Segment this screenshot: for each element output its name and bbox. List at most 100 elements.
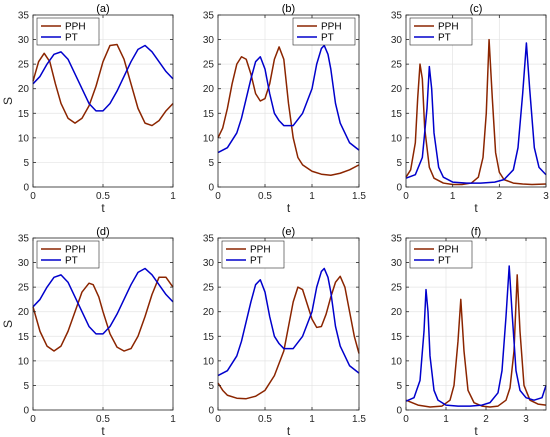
axes-frame [217,237,360,411]
legend-box [409,240,473,269]
series-line-pph [217,275,360,400]
y-tick-label: 10 [203,133,215,144]
axes-frame [405,14,547,188]
legend-box [409,17,473,46]
legend-label: PPH [250,245,271,256]
subplot-title: (e) [282,226,295,238]
series-line-pph [405,274,547,408]
y-tick-label: 15 [18,332,30,343]
x-tick-label: 1 [309,414,315,425]
y-tick-label: 20 [391,84,403,95]
series-line-pt [217,267,360,377]
y-tick-label: 20 [391,307,403,318]
x-tick-label: 0 [403,414,409,425]
x-tick-label: 1 [309,191,315,202]
y-tick-label: 5 [208,158,214,169]
x-tick-label: 0 [215,414,221,425]
y-tick-label: 20 [203,307,215,318]
y-tick-label: 25 [203,60,215,71]
y-tick-label: 30 [391,35,403,46]
x-tick-label: 0 [30,414,36,425]
x-tick-label: 2 [497,191,503,202]
x-tick-label: 1 [170,414,176,425]
y-tick-label: 35 [203,11,215,22]
x-tick-label: 1 [443,414,449,425]
y-tick-label: 35 [391,234,403,245]
subplot-title: (f) [471,226,481,238]
series-line-pph [217,46,360,176]
legend-box [292,17,356,46]
legend-label: PPH [65,245,86,256]
x-tick-label: 2 [483,414,489,425]
legend-label: PT [65,33,78,44]
series-line-pt [32,44,174,112]
legend-label: PPH [438,22,459,33]
series-line-pph [32,276,174,352]
x-axis-label: t [101,201,105,215]
x-axis-label: t [474,201,478,215]
x-tick-label: 3 [523,414,529,425]
y-tick-label: 25 [391,60,403,71]
y-tick-label: 15 [203,332,215,343]
x-tick-label: 0 [403,191,409,202]
x-tick-label: 0.5 [258,414,272,425]
x-tick-label: 1.5 [352,191,366,202]
legend-box [221,240,285,269]
y-tick-label: 30 [391,258,403,269]
y-tick-label: 20 [203,84,215,95]
y-axis-label: S [1,320,15,328]
legend-label: PT [65,256,78,267]
x-axis-label: t [287,201,291,215]
y-tick-label: 5 [23,381,29,392]
y-tick-label: 5 [208,381,214,392]
y-tick-label: 15 [18,109,30,120]
y-tick-label: 25 [18,60,30,71]
x-tick-label: 0.5 [258,191,272,202]
y-tick-label: 0 [23,406,29,417]
y-tick-label: 0 [23,183,29,194]
series-line-pt [405,42,547,184]
legend-label: PPH [321,22,342,33]
legend-box [36,240,100,269]
y-tick-label: 0 [208,406,214,417]
y-tick-label: 20 [18,307,30,318]
y-tick-label: 25 [18,283,30,294]
y-tick-label: 15 [391,109,403,120]
y-tick-label: 0 [208,183,214,194]
x-axis-label: t [287,424,291,437]
legend-label: PT [250,256,263,267]
y-tick-label: 35 [391,11,403,22]
y-tick-label: 5 [396,381,402,392]
x-tick-label: 0 [30,191,36,202]
y-tick-label: 5 [396,158,402,169]
y-tick-label: 10 [391,356,403,367]
y-tick-label: 30 [203,258,215,269]
y-tick-label: 35 [18,11,30,22]
series-line-pph [32,43,174,127]
subplot-title: (a) [96,3,109,15]
y-tick-label: 15 [391,332,403,343]
y-tick-label: 10 [203,356,215,367]
subplot-title: (c) [470,3,483,15]
x-axis-label: t [101,424,105,437]
y-tick-label: 25 [203,283,215,294]
legend-label: PT [321,33,334,44]
y-tick-label: 5 [23,158,29,169]
legend-label: PPH [65,22,86,33]
y-tick-label: 10 [18,133,30,144]
legend-box [36,17,100,46]
series-line-pt [217,44,360,154]
y-tick-label: 35 [203,234,215,245]
